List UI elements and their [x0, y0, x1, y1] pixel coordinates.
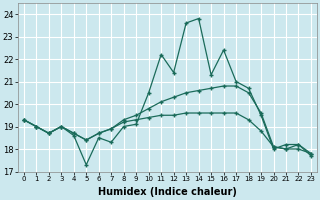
- X-axis label: Humidex (Indice chaleur): Humidex (Indice chaleur): [98, 187, 237, 197]
